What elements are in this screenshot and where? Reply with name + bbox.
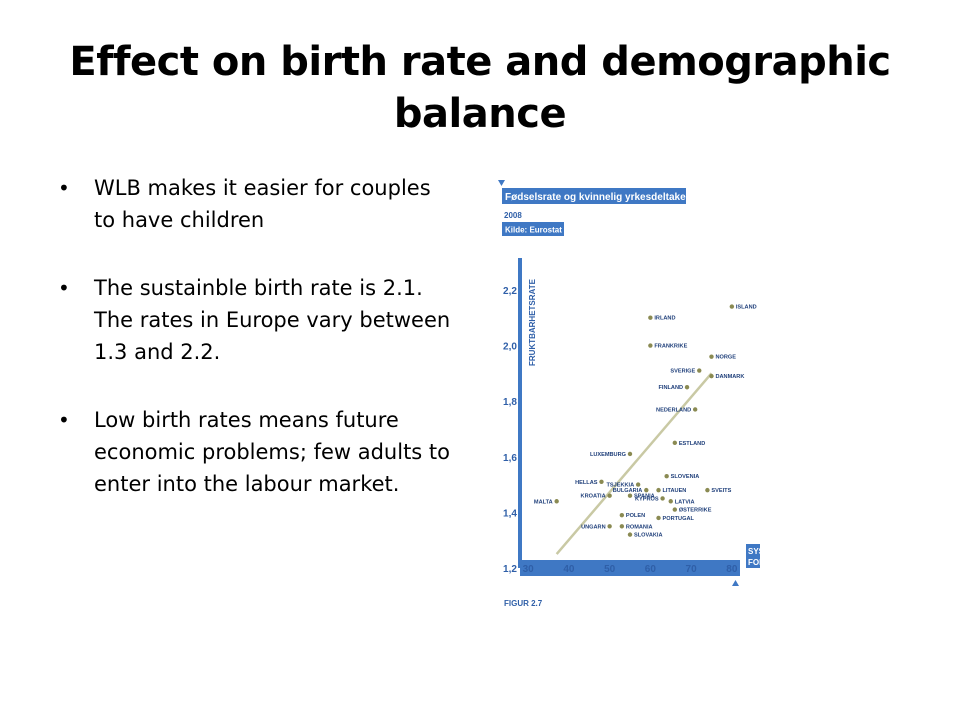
bullet-text: Low birth rates means future economic pr… bbox=[94, 408, 451, 496]
point-label: BULGARIA bbox=[613, 488, 643, 494]
bullet-list: • WLB makes it easier for couples to hav… bbox=[58, 172, 458, 536]
x-tick-label: 30 bbox=[523, 564, 535, 575]
top-arrow-icon bbox=[498, 180, 505, 186]
x-tick-label: 60 bbox=[645, 564, 657, 575]
bullet-item: • Low birth rates means future economic … bbox=[58, 404, 458, 500]
data-point bbox=[619, 512, 625, 518]
data-point bbox=[627, 493, 633, 498]
chart-source: Kilde: Eurostat 2010g bbox=[505, 226, 587, 235]
point-label: LITAUEN bbox=[663, 488, 687, 494]
point-label: POLEN bbox=[626, 513, 645, 519]
data-point bbox=[729, 304, 735, 309]
x-axis-label-line2: FOR KVINNER bbox=[748, 558, 760, 567]
chart-title-band bbox=[502, 188, 686, 204]
point-label: PORTUGAL bbox=[663, 516, 695, 522]
bullet-item: • The sustainble birth rate is 2.1. The … bbox=[58, 272, 458, 368]
point-label: SVEITS bbox=[711, 488, 731, 494]
chart-year: 2008 bbox=[504, 211, 522, 220]
data-point bbox=[660, 496, 665, 501]
chart-source-band bbox=[502, 222, 564, 236]
data-point bbox=[684, 385, 690, 390]
slide-title: Effect on birth rate and demographic bal… bbox=[69, 39, 891, 137]
x-tick-label: 40 bbox=[563, 564, 575, 575]
point-label: ØSTERRIKE bbox=[679, 508, 712, 514]
point-label: SVERIGE bbox=[670, 369, 695, 375]
trend-layer bbox=[555, 372, 713, 555]
y-tick-label: 2,2 bbox=[503, 286, 517, 297]
data-point bbox=[627, 532, 633, 537]
point-label: TSJEKKIA bbox=[606, 483, 634, 489]
y-tick-label: 2,0 bbox=[503, 342, 517, 353]
data-point bbox=[709, 354, 714, 359]
point-label: LUXEMBURG bbox=[590, 452, 626, 458]
scatter-chart: Fødselsrate og kvinnelig yrkesdeltakelse… bbox=[498, 180, 760, 608]
figure-label: FIGUR 2.7 bbox=[504, 599, 543, 608]
x-tick-label: 80 bbox=[726, 564, 738, 575]
data-point bbox=[709, 373, 714, 379]
x-axis-label-band bbox=[746, 544, 760, 568]
point-label: UNGARN bbox=[581, 524, 606, 530]
data-point bbox=[648, 343, 653, 348]
point-label: FINLAND bbox=[658, 385, 683, 391]
bullet-item: • WLB makes it easier for couples to hav… bbox=[58, 172, 458, 236]
data-point bbox=[554, 499, 559, 504]
bullet-icon: • bbox=[58, 176, 70, 200]
point-label: SPANIA bbox=[634, 494, 655, 500]
data-point bbox=[664, 474, 669, 479]
data-point bbox=[656, 487, 661, 493]
x-tick-label: 50 bbox=[604, 564, 616, 575]
data-point bbox=[648, 315, 653, 320]
bullet-icon: • bbox=[58, 276, 70, 300]
point-layer: ISLAND IRLAND FRANKRIKE NORGE SVERIGE DANMARK… bbox=[534, 304, 757, 539]
data-point bbox=[697, 368, 702, 373]
x-axis-label-line1: SYSSELSETTINGSPROSENT bbox=[748, 547, 760, 556]
data-point bbox=[607, 493, 612, 498]
data-point bbox=[672, 440, 678, 446]
point-label: SLOVENIA bbox=[671, 474, 700, 480]
bullet-text: WLB makes it easier for couples to have … bbox=[94, 176, 431, 232]
bullet-text: The sustainble birth rate is 2.1. The ra… bbox=[94, 276, 451, 364]
data-point bbox=[668, 499, 673, 504]
bullet-icon: • bbox=[58, 408, 70, 432]
data-point bbox=[644, 487, 649, 493]
point-label: ROMANIA bbox=[626, 524, 653, 530]
x-tick-label: 70 bbox=[686, 564, 698, 575]
data-point bbox=[692, 407, 698, 412]
y-tick-label: 1,8 bbox=[503, 397, 517, 408]
point-label: LATVIA bbox=[675, 499, 695, 505]
point-label: ESTLAND bbox=[679, 441, 705, 447]
y-tick-label: 1,4 bbox=[503, 508, 517, 519]
point-label: NEDERLAND bbox=[656, 407, 691, 413]
y-axis-label: FRUKTBARHETSRATE bbox=[528, 278, 537, 366]
data-point bbox=[619, 524, 625, 529]
point-label: IRLAND bbox=[654, 316, 675, 322]
data-point bbox=[672, 507, 678, 512]
trend-line bbox=[555, 372, 713, 555]
data-point bbox=[599, 479, 604, 484]
point-label: NORGE bbox=[715, 355, 736, 361]
point-label: SLOVAKIA bbox=[634, 533, 663, 539]
bottom-arrow-icon bbox=[732, 580, 739, 586]
point-label: ISLAND bbox=[736, 305, 757, 311]
point-label: FRANKRIKE bbox=[654, 344, 687, 350]
data-point bbox=[607, 524, 612, 529]
point-label: DANMARK bbox=[715, 374, 744, 380]
point-label: HELLAS bbox=[575, 480, 598, 486]
y-tick-label: 1,6 bbox=[503, 453, 517, 464]
y-tick-label: 1,2 bbox=[503, 564, 517, 575]
point-label: MALTA bbox=[534, 499, 553, 505]
point-label: KYPROS bbox=[635, 496, 659, 502]
tick-layer: 30 40 50 60 70 80 1,2 1,4 1,6 1,8 2,0 2,2 bbox=[503, 286, 738, 575]
data-point bbox=[656, 515, 661, 521]
point-label: KROATIA bbox=[581, 494, 606, 500]
data-point bbox=[635, 482, 641, 487]
chart-title: Fødselsrate og kvinnelig yrkesdeltakelse… bbox=[505, 192, 746, 203]
data-point bbox=[705, 487, 710, 493]
data-point bbox=[627, 451, 633, 457]
